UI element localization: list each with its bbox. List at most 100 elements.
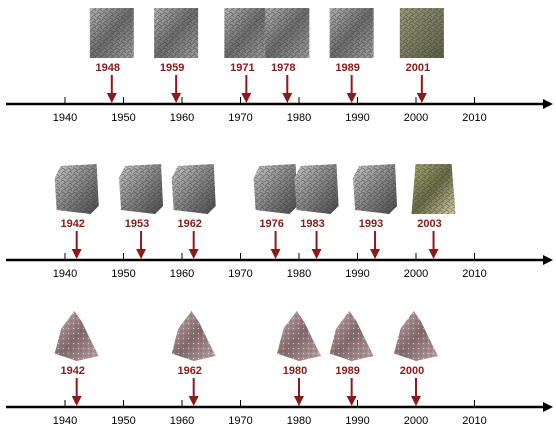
event-arrow-head-icon (189, 396, 199, 406)
event-arrow-head-icon (370, 249, 380, 259)
event-year-label: 1953 (125, 218, 149, 230)
event-arrow-head-icon (171, 93, 181, 103)
event-1989: 1989 (330, 311, 374, 406)
satellite-image-texture (400, 8, 444, 58)
event-1953: 1953 (119, 164, 163, 259)
event-year-label: 1962 (177, 218, 201, 230)
satellite-image-texture (224, 8, 268, 58)
event-1942: 1942 (55, 311, 99, 406)
axis-tick-label: 1960 (170, 415, 194, 427)
event-1983: 1983 (295, 164, 339, 259)
axis-tick-label: 1970 (228, 112, 252, 124)
event-arrow-head-icon (241, 93, 251, 103)
axis-tick-label: 1950 (111, 268, 135, 280)
satellite-mosaic-texture (119, 164, 163, 214)
satellite-mosaic-texture (412, 164, 456, 214)
axis-tick-label: 1960 (170, 112, 194, 124)
axis-tick-label: 1950 (111, 415, 135, 427)
event-arrow-head-icon (72, 249, 82, 259)
axis-tick-label: 1940 (53, 112, 77, 124)
event-year-label: 2000 (400, 365, 424, 377)
event-year-label: 1962 (177, 365, 201, 377)
satellite-image-texture (265, 8, 309, 58)
axis-tick-label: 2010 (462, 112, 486, 124)
event-1942: 1942 (55, 164, 99, 259)
event-arrow-head-icon (347, 396, 357, 406)
axis-tick-label: 2000 (404, 112, 428, 124)
event-arrow-head-icon (189, 249, 199, 259)
event-year-label: 2003 (417, 218, 441, 230)
axis-tick-label: 1980 (287, 268, 311, 280)
event-arrow-head-icon (282, 93, 292, 103)
mountain-image-speckle (277, 311, 321, 361)
axis-tick-label: 1970 (228, 415, 252, 427)
event-year-label: 1942 (60, 365, 84, 377)
satellite-image-texture (154, 8, 198, 58)
axis-tick-label: 1960 (170, 268, 194, 280)
event-arrow-head-icon (107, 93, 117, 103)
timeline-row-2: 1940 1950 1960 1970 1980 1990 2000 2010 1942 1953… (6, 164, 548, 280)
event-arrow-head-icon (347, 93, 357, 103)
event-year-label: 1948 (96, 62, 120, 74)
event-year-label: 1959 (160, 62, 184, 74)
satellite-mosaic-texture (55, 164, 99, 214)
mountain-image-speckle (394, 311, 438, 361)
event-2003: 2003 (412, 164, 456, 259)
event-arrow-head-icon (294, 396, 304, 406)
satellite-mosaic-texture (295, 164, 339, 214)
satellite-mosaic-texture (172, 164, 216, 214)
event-arrow-head-icon (136, 249, 146, 259)
axis-tick-label: 2010 (462, 268, 486, 280)
event-arrow-head-icon (72, 396, 82, 406)
mountain-image-speckle (330, 311, 374, 361)
axis-tick-label: 2000 (404, 415, 428, 427)
axis-tick-label: 2010 (462, 415, 486, 427)
event-1959: 1959 (154, 8, 198, 103)
timeline-row-3: 1940 1950 1960 1970 1980 1990 2000 2010 1942 1962… (6, 311, 548, 427)
event-year-label: 2001 (406, 62, 430, 74)
event-2001: 2001 (400, 8, 444, 103)
mountain-image-speckle (172, 311, 216, 361)
event-1976: 1976 (254, 164, 298, 259)
axis-tick-label: 1950 (111, 112, 135, 124)
event-arrow-head-icon (417, 93, 427, 103)
event-arrow-head-icon (429, 249, 439, 259)
event-2000: 2000 (394, 311, 438, 406)
satellite-image-texture (330, 8, 374, 58)
event-1971: 1971 (224, 8, 268, 103)
event-year-label: 1978 (271, 62, 295, 74)
axis-tick-label: 1970 (228, 268, 252, 280)
event-year-label: 1989 (335, 365, 359, 377)
event-year-label: 1971 (230, 62, 254, 74)
satellite-mosaic-texture (353, 164, 397, 214)
satellite-image-texture (90, 8, 134, 58)
event-1989: 1989 (330, 8, 374, 103)
axis-tick-label: 1940 (53, 268, 77, 280)
axis-tick-label: 2000 (404, 268, 428, 280)
event-arrow-head-icon (411, 396, 421, 406)
event-1980: 1980 (277, 311, 321, 406)
event-year-label: 1942 (60, 218, 84, 230)
axis-tick-label: 1990 (345, 415, 369, 427)
event-1993: 1993 (353, 164, 397, 259)
timeline-row-1: 1940 1950 1960 1970 1980 1990 2000 2010 1948 1959… (6, 8, 548, 124)
axis-tick-label: 1990 (345, 112, 369, 124)
satellite-mosaic-texture (254, 164, 298, 214)
event-1948: 1948 (90, 8, 134, 103)
event-year-label: 1989 (335, 62, 359, 74)
axis-tick-label: 1980 (287, 112, 311, 124)
event-year-label: 1976 (259, 218, 283, 230)
mountain-image-speckle (55, 311, 99, 361)
event-arrow-head-icon (312, 249, 322, 259)
event-1978: 1978 (265, 8, 309, 103)
event-year-label: 1983 (300, 218, 324, 230)
axis-tick-label: 1980 (287, 415, 311, 427)
axis-tick-label: 1990 (345, 268, 369, 280)
event-1962: 1962 (172, 311, 216, 406)
event-arrow-head-icon (271, 249, 281, 259)
event-year-label: 1993 (359, 218, 383, 230)
event-1962: 1962 (172, 164, 216, 259)
axis-tick-label: 1940 (53, 415, 77, 427)
